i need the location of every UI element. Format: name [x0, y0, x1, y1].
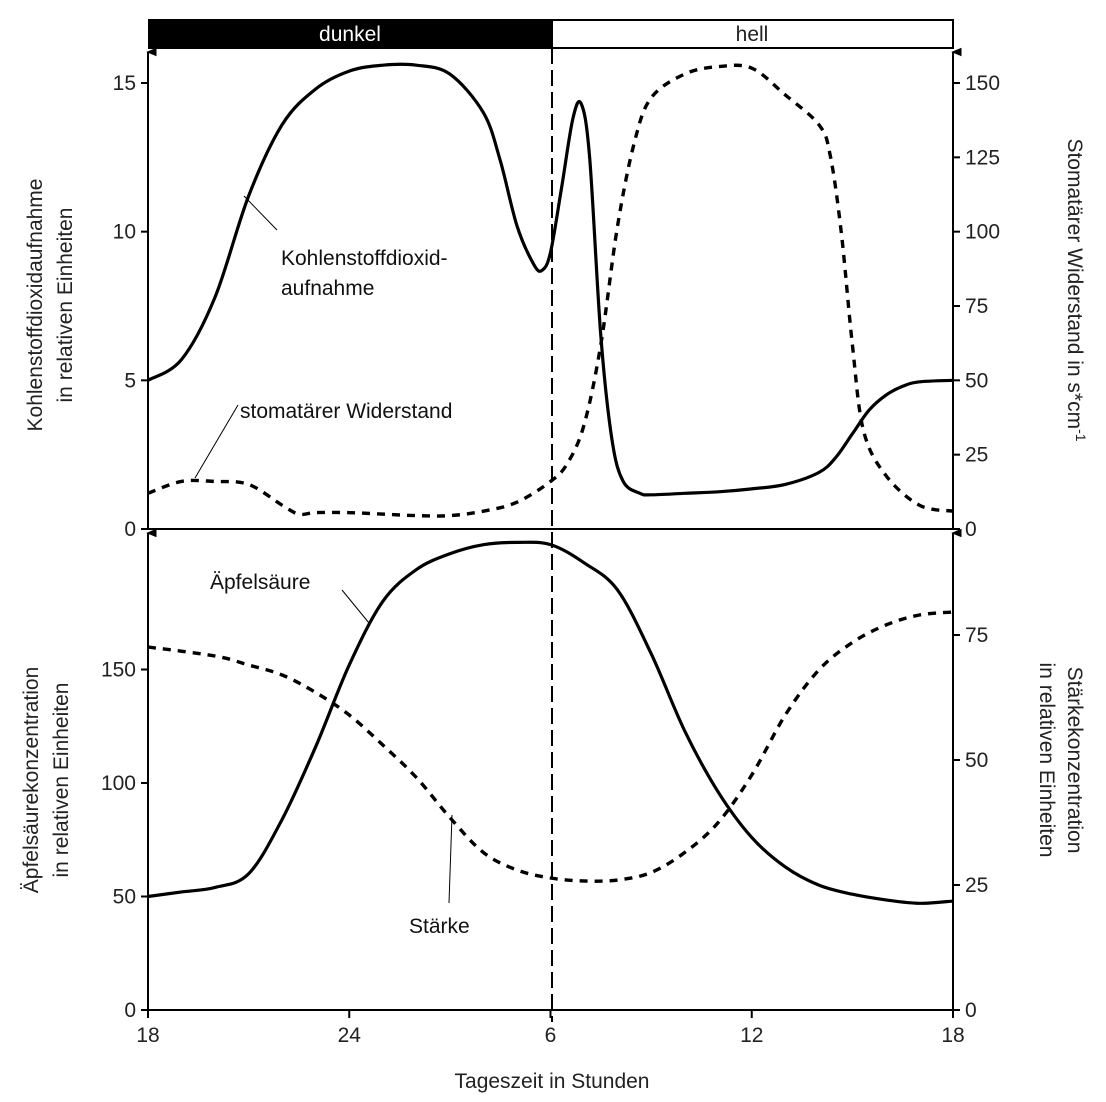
- dark-phase-bar: [148, 19, 553, 49]
- top-left-ylabel-line1: Kohlenstoffdioxidaufnahme: [24, 179, 47, 432]
- malic-annotation: Äpfelsäure: [210, 571, 310, 594]
- right-y-tick-label: 150: [965, 72, 1000, 95]
- right-y-tick-label: 100: [965, 221, 1000, 244]
- x-tick-label: 18: [136, 1024, 159, 1047]
- left-y-tick-label: 100: [101, 772, 136, 795]
- x-tick-label: 18: [941, 1024, 964, 1047]
- malic-leader-line: [341, 589, 370, 624]
- light-phase-label: hell: [736, 23, 769, 46]
- left-y-tick-label: 150: [101, 659, 136, 682]
- bottom-right-ylabel-line1: Stärkekonzentration: [1063, 667, 1086, 854]
- x-axis-label: Tageszeit in Stunden: [455, 1070, 650, 1093]
- x-tick-label: 12: [740, 1024, 763, 1047]
- left-y-tick-label: 0: [124, 999, 136, 1022]
- co2-annotation-line1: Kohlenstoffdioxid-: [281, 247, 448, 270]
- left-y-tick-label: 15: [113, 72, 136, 95]
- top-series-2-line: [147, 63, 954, 518]
- left-y-tick-label: 50: [113, 886, 136, 909]
- starch-annotation: Stärke: [409, 915, 470, 938]
- right-y-tick-label: 25: [965, 874, 988, 897]
- top-left-ylabel-line2: in relativen Einheiten: [54, 208, 77, 403]
- co2-leader-line: [243, 195, 278, 231]
- right-y-tick-label: 125: [965, 146, 1000, 169]
- bottom-left-ylabel-line2: in relativen Einheiten: [50, 683, 73, 878]
- right-y-tick-label: 75: [965, 295, 988, 318]
- starch-leader-line: [448, 814, 453, 904]
- x-tick-label: 6: [545, 1024, 557, 1047]
- bottom-right-ylabel-line2: in relativen Einheiten: [1035, 663, 1058, 858]
- bottom-left-ylabel-line1: Äpfelsäurekonzentration: [20, 667, 43, 893]
- dark-phase-label: dunkel: [319, 23, 381, 46]
- right-y-tick-label: 25: [965, 444, 988, 467]
- left-y-tick-label: 5: [124, 369, 136, 392]
- bottom-series-2-line: [147, 610, 954, 883]
- bottom-series-1-line: [147, 540, 954, 905]
- top-series-1-line: [147, 62, 954, 497]
- right-y-tick-label: 0: [965, 999, 977, 1022]
- stomata-annotation: stomatärer Widerstand: [240, 400, 452, 423]
- light-phase-bar: [551, 19, 954, 49]
- right-y-tick-label: 50: [965, 369, 988, 392]
- co2-annotation-line2: aufnahme: [281, 277, 374, 300]
- right-y-tick-label: 75: [965, 624, 988, 647]
- right-y-tick-label: 0: [965, 518, 977, 541]
- left-y-tick-label: 0: [124, 518, 136, 541]
- stomata-leader-line: [194, 404, 239, 479]
- right-y-tick-label: 50: [965, 749, 988, 772]
- x-tick-label: 24: [338, 1024, 362, 1047]
- top-right-ylabel: Stomatärer Widerstand in s*cm-1: [1063, 138, 1089, 441]
- left-y-tick-label: 10: [113, 221, 136, 244]
